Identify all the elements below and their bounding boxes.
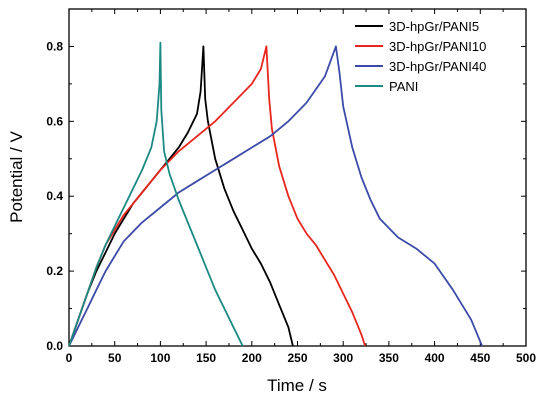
y-tick-label: 0.0: [46, 339, 63, 353]
x-tick-label: 450: [470, 351, 490, 365]
legend: 3D-hpGr/PANI5 3D-hpGr/PANI10 3D-hpGr/PANI4…: [355, 19, 486, 94]
legend-label: 3D-hpGr/PANI5: [389, 19, 479, 34]
x-tick-label: 50: [108, 351, 122, 365]
y-tick-label: 0.2: [46, 264, 63, 278]
series-line-4: [68, 41, 244, 347]
series-line-3: [68, 45, 483, 347]
x-tick-label: 0: [66, 351, 73, 365]
series-line-2: [68, 45, 366, 347]
axis-ticks: 0 50 100 150 200 250 300 350 400 450 500 0.0 0.2 0.4 0…: [46, 8, 536, 365]
y-tick-label: 0.6: [46, 114, 63, 128]
x-axis-label: Time / s: [267, 376, 327, 395]
y-tick-label: 0.8: [46, 39, 63, 53]
legend-label: 3D-hpGr/PANI40: [389, 59, 486, 74]
x-tick-label: 350: [379, 351, 399, 365]
x-tick-label: 100: [150, 351, 170, 365]
legend-label: 3D-hpGr/PANI10: [389, 39, 486, 54]
x-tick-label: 400: [425, 351, 445, 365]
series-line-1: [68, 45, 294, 347]
x-tick-label: 250: [287, 351, 307, 365]
series-lines: [68, 41, 483, 347]
x-tick-label: 500: [516, 351, 536, 365]
legend-label: PANI: [389, 79, 418, 94]
x-tick-label: 200: [242, 351, 262, 365]
x-tick-label: 150: [196, 351, 216, 365]
x-tick-label: 300: [333, 351, 353, 365]
y-axis-label: Potential / V: [7, 131, 26, 223]
y-tick-label: 0.4: [46, 189, 63, 203]
